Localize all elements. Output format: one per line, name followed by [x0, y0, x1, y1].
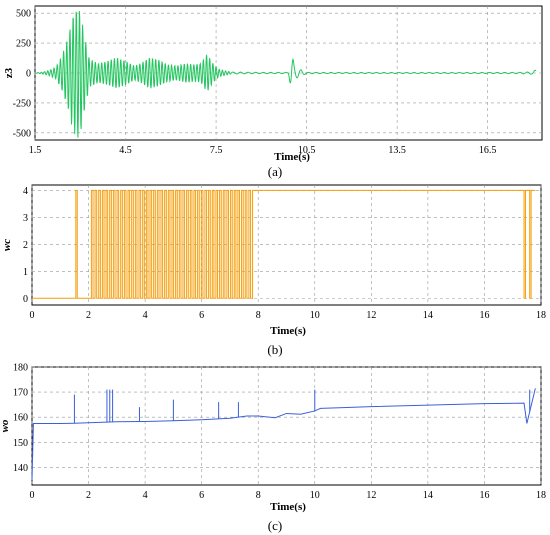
panel-c-caption: (c): [268, 518, 282, 533]
x-tick-label: 8: [256, 310, 261, 321]
panel-a-xlabel: Time(s): [274, 151, 310, 163]
x-tick-label: 14: [423, 490, 433, 501]
x-tick-label: 8: [256, 490, 261, 501]
x-tick-label: 0: [30, 310, 35, 321]
x-tick-label: 12: [366, 490, 376, 501]
x-tick-label: 13.5: [388, 145, 406, 156]
x-tick-label: 18: [536, 490, 546, 501]
panel-c-grid: [31, 366, 542, 485]
x-tick-label: 12: [366, 310, 376, 321]
panel-a-series-line: [34, 10, 537, 138]
x-tick-label: 16: [479, 490, 489, 501]
x-tick-label: 4.5: [119, 145, 132, 156]
y-tick-label: 160: [13, 413, 28, 424]
x-tick-label: 18: [536, 310, 546, 321]
y-tick-label: 180: [13, 363, 28, 374]
x-tick-label: 6: [199, 490, 204, 501]
x-tick-label: 0: [30, 490, 35, 501]
panel-b-frame: [31, 184, 542, 306]
y-tick-label: 1: [23, 267, 28, 278]
panel-a-caption: (a): [268, 164, 282, 179]
y-tick-label: 3: [23, 213, 28, 224]
x-tick-label: 10: [310, 490, 320, 501]
y-tick-label: 140: [13, 463, 28, 474]
panel-c-ticks: 0 2 4 6 8 10 12 14 16 18 180 170 160 150 140: [13, 363, 546, 502]
panel-b-ylabel: wc: [1, 239, 13, 251]
panel-b-series-line: [32, 189, 536, 299]
x-tick-label: 6: [199, 310, 204, 321]
x-tick-label: 10: [310, 310, 320, 321]
x-tick-label: 4: [143, 490, 148, 501]
y-tick-label: 500: [16, 9, 31, 20]
panel-c-series-line: [31, 388, 536, 480]
panel-c-frame: [31, 366, 542, 486]
panel-b-caption: (b): [267, 342, 282, 357]
panel-c-ylabel: wo: [0, 419, 11, 432]
x-tick-label: 16.5: [479, 145, 497, 156]
x-tick-label: 10.5: [298, 145, 316, 156]
y-tick-label: 0: [23, 294, 28, 305]
panel-c: 0 2 4 6 8 10 12 14 16 18 180 170 160 150 140 wo Time(s…: [0, 363, 546, 534]
x-tick-label: 2: [86, 310, 91, 321]
y-tick-label: 250: [16, 39, 31, 50]
x-tick-label: 16: [479, 310, 489, 321]
panel-c-xlabel: Time(s): [270, 501, 306, 513]
y-tick-label: 0: [26, 69, 31, 80]
y-tick-label: -250: [13, 98, 31, 109]
y-tick-label: -500: [13, 128, 31, 139]
x-tick-label: 14: [423, 310, 433, 321]
x-tick-label: 1.5: [29, 145, 42, 156]
x-tick-label: 7.5: [210, 145, 223, 156]
panel-b-xlabel: Time(s): [270, 325, 306, 337]
y-tick-label: 150: [13, 438, 28, 449]
panel-a-ticks: 1.5 4.5 7.5 10.5 13.5 16.5 500 250 0 -250 -500: [13, 9, 497, 156]
y-tick-label: 2: [23, 240, 28, 251]
x-tick-label: 4: [143, 310, 148, 321]
y-tick-label: 170: [13, 388, 28, 399]
x-tick-label: 2: [86, 490, 91, 501]
y-tick-label: 4: [23, 186, 28, 197]
panel-a-ylabel: z3: [3, 67, 15, 78]
